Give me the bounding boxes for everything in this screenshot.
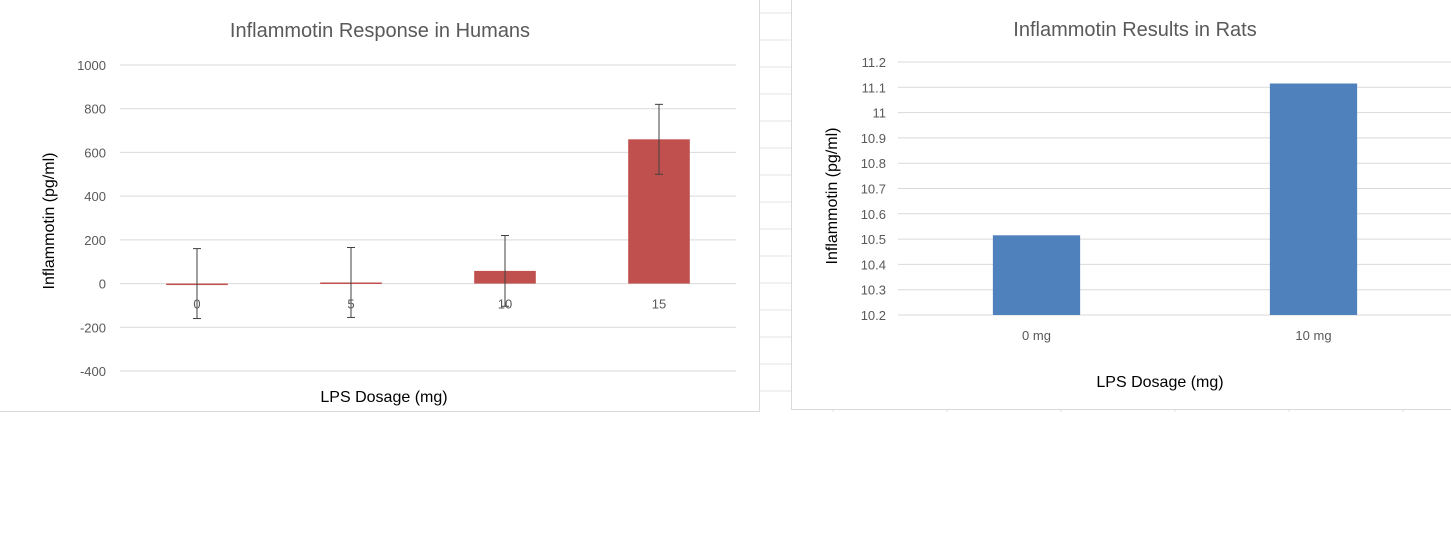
humans-x-tick-label: 10 <box>498 297 512 312</box>
spreadsheet-background-grid <box>760 12 1404 412</box>
rats-y-tick-label: 11 <box>873 106 887 121</box>
humans-x-tick-label: 0 <box>193 297 200 312</box>
rats-y-tick-label: 10.6 <box>861 207 886 222</box>
humans-y-axis-label: Inflammotin (pg/ml) <box>41 153 58 290</box>
humans-x-axis-label: LPS Dosage (mg) <box>320 389 447 406</box>
humans-error-bar <box>347 247 355 318</box>
rats-y-tick-label: 10.4 <box>861 257 886 272</box>
rats-x-tick-label: 10 mg <box>1295 328 1331 343</box>
humans-chart-panel[interactable]: Inflammotin Response in Humans LPS Dosag… <box>0 0 760 412</box>
rats-bar[interactable] <box>1269 83 1358 315</box>
humans-error-bar <box>193 248 201 320</box>
humans-x-tick-label: 5 <box>347 297 354 312</box>
humans-y-tick-label: -400 <box>80 364 106 379</box>
humans-y-tick-label: 400 <box>84 189 106 204</box>
rats-y-tick-label: 10.3 <box>861 283 886 298</box>
humans-chart-title: Inflammotin Response in Humans <box>230 20 530 42</box>
humans-y-tick-label: 600 <box>84 145 106 160</box>
humans-y-tick-label: 800 <box>84 102 106 117</box>
humans-y-tick-label: 200 <box>84 233 106 248</box>
rats-chart-panel[interactable]: Inflammotin Results in Rats LPS Dosage (… <box>791 0 1451 410</box>
humans-y-tick-label: 1000 <box>77 58 106 73</box>
rats-chart-title: Inflammotin Results in Rats <box>1013 19 1256 41</box>
humans-y-tick-label: 0 <box>99 277 106 292</box>
rats-x-axis-label: LPS Dosage (mg) <box>1096 374 1223 391</box>
humans-error-bar <box>501 234 509 307</box>
rats-y-tick-label: 10.9 <box>861 131 886 146</box>
rats-y-tick-label: 10.5 <box>861 232 886 247</box>
humans-error-bar <box>655 103 663 175</box>
rats-y-axis-label: Inflammotin (pg/ml) <box>824 128 841 265</box>
humans-chart-svg: Inflammotin Response in Humans LPS Dosag… <box>41 20 736 406</box>
rats-x-tick-label: 0 mg <box>1022 328 1051 343</box>
rats-y-tick-label: 10.8 <box>861 156 886 171</box>
rats-y-tick-label: 11.2 <box>862 55 886 70</box>
rats-y-tick-label: 11.1 <box>862 80 886 95</box>
rats-y-tick-label: 10.7 <box>861 182 886 197</box>
humans-x-tick-label: 15 <box>652 297 666 312</box>
humans-y-tick-label: -200 <box>80 320 106 335</box>
rats-bar[interactable] <box>992 235 1081 315</box>
rats-y-tick-label: 10.2 <box>861 308 886 323</box>
rats-chart-svg: Inflammotin Results in Rats LPS Dosage (… <box>824 19 1451 391</box>
